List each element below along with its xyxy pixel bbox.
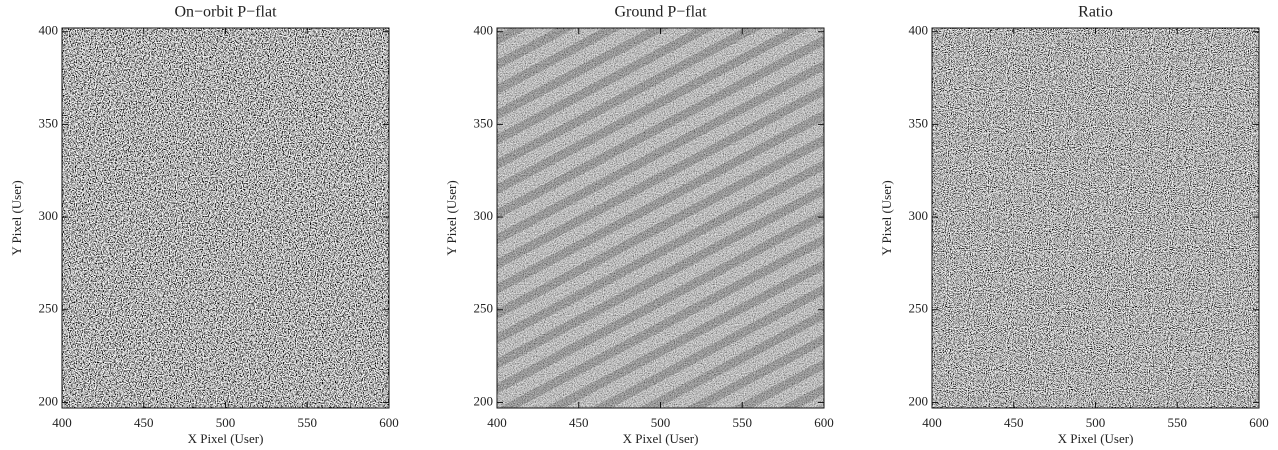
y-tick-label: 300 bbox=[474, 208, 494, 223]
y-tick-label: 400 bbox=[474, 23, 494, 38]
y-tick-label: 200 bbox=[39, 393, 59, 408]
x-tick-label: 450 bbox=[569, 415, 589, 430]
x-tick-label: 600 bbox=[1249, 415, 1269, 430]
x-tick-label: 400 bbox=[487, 415, 507, 430]
x-tick-label: 450 bbox=[134, 415, 154, 430]
panel-title: On−orbit P−flat bbox=[174, 4, 277, 21]
y-tick-label: 200 bbox=[909, 393, 929, 408]
y-tick-label: 250 bbox=[474, 301, 494, 316]
y-tick-label: 250 bbox=[909, 301, 929, 316]
y-tick-label: 400 bbox=[39, 23, 59, 38]
x-tick-label: 600 bbox=[814, 415, 834, 430]
y-tick-label: 350 bbox=[474, 115, 494, 130]
y-tick-label: 350 bbox=[39, 115, 59, 130]
y-tick-label: 400 bbox=[909, 23, 929, 38]
y-axis-label: Y Pixel (User) bbox=[444, 180, 459, 255]
y-tick-label: 300 bbox=[39, 208, 59, 223]
panel-title: Ground P−flat bbox=[614, 4, 707, 21]
x-tick-label: 500 bbox=[1086, 415, 1106, 430]
x-tick-label: 450 bbox=[1004, 415, 1024, 430]
panel: Ratio X Pixel (User) Y Pixel (User) 400 450 5… bbox=[879, 4, 1269, 446]
x-tick-label: 550 bbox=[1168, 415, 1188, 430]
x-tick-label: 400 bbox=[922, 415, 942, 430]
x-axis-label: X Pixel (User) bbox=[188, 431, 264, 446]
y-tick-label: 250 bbox=[39, 301, 59, 316]
y-axis-label: Y Pixel (User) bbox=[879, 180, 894, 255]
x-tick-label: 550 bbox=[733, 415, 753, 430]
image bbox=[62, 28, 389, 408]
x-tick-label: 400 bbox=[52, 415, 72, 430]
panel: Ground P−flat X Pixel (User) Y Pixel (User… bbox=[444, 4, 834, 446]
image-pattern bbox=[497, 28, 824, 408]
x-tick-label: 500 bbox=[651, 415, 671, 430]
panel-title: Ratio bbox=[1078, 4, 1113, 21]
y-tick-label: 350 bbox=[909, 115, 929, 130]
y-tick-label: 300 bbox=[909, 208, 929, 223]
y-axis-label: Y Pixel (User) bbox=[9, 180, 24, 255]
x-tick-label: 550 bbox=[298, 415, 318, 430]
image bbox=[932, 28, 1259, 408]
x-tick-label: 600 bbox=[379, 415, 399, 430]
x-axis-label: X Pixel (User) bbox=[1058, 431, 1134, 446]
y-tick-label: 200 bbox=[474, 393, 494, 408]
panel: On−orbit P−flat X Pixel (User) Y Pixel (Us… bbox=[9, 4, 399, 446]
x-tick-label: 500 bbox=[216, 415, 236, 430]
x-axis-label: X Pixel (User) bbox=[623, 431, 699, 446]
